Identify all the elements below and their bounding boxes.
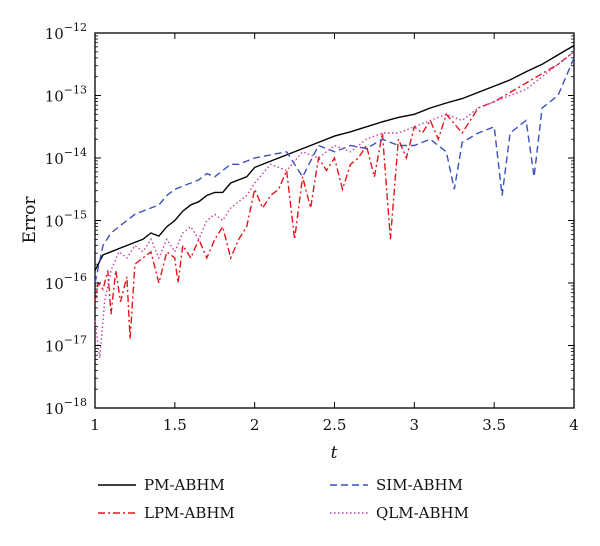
y-tick-label: 10−12 <box>45 21 87 43</box>
y-tick-exponent: −17 <box>64 334 87 347</box>
y-tick-exponent: −14 <box>64 146 87 159</box>
y-tick-label: 10−17 <box>45 334 87 356</box>
y-tick-exponent: −13 <box>64 84 87 97</box>
y-tick-label: 10−16 <box>45 271 87 293</box>
y-tick-label: 10−13 <box>45 84 87 106</box>
y-tick-label: 10−15 <box>45 209 87 231</box>
legend-label-qlm-abhm: QLM-ABHM <box>376 504 469 522</box>
y-tick-base: 10 <box>45 150 64 168</box>
y-tick-base: 10 <box>45 25 64 43</box>
x-axis-ticks: 1 1.5 2 2.5 3 3.5 4 <box>90 33 579 434</box>
series-line-sim-abhm <box>94 57 575 284</box>
y-tick-base: 10 <box>45 88 64 106</box>
x-tick-label: 1 <box>90 416 100 434</box>
series-line-lpm-abhm <box>94 51 575 340</box>
series-layer <box>94 44 575 359</box>
plot-frame <box>94 32 575 409</box>
y-tick-exponent: −15 <box>64 209 87 222</box>
x-tick-label: 4 <box>569 416 579 434</box>
x-tick-label: 3.5 <box>482 416 506 434</box>
y-axis-label: Error <box>20 196 40 244</box>
y-tick-base: 10 <box>45 400 64 418</box>
y-tick-exponent: −12 <box>64 21 87 34</box>
series-line-qlm-abhm <box>94 51 575 359</box>
x-axis-label: t <box>331 443 338 463</box>
y-tick-base: 10 <box>45 275 64 293</box>
y-tick-label: 10−14 <box>45 146 87 168</box>
x-tick-label: 2 <box>250 416 260 434</box>
y-tick-base: 10 <box>45 213 64 231</box>
x-tick-label: 3 <box>410 416 420 434</box>
legend-label-sim-abhm: SIM-ABHM <box>376 476 463 494</box>
y-tick-exponent: −18 <box>64 396 87 409</box>
y-tick-label: 10−18 <box>45 396 87 418</box>
y-tick-exponent: −16 <box>64 271 87 284</box>
legend-label-lpm-abhm: LPM-ABHM <box>144 504 235 522</box>
series-line-pm-abhm <box>94 44 575 271</box>
x-tick-label: 2.5 <box>323 416 347 434</box>
legend-label-pm-abhm: PM-ABHM <box>144 476 225 494</box>
y-tick-base: 10 <box>45 338 64 356</box>
x-tick-label: 1.5 <box>163 416 187 434</box>
legend: PM-ABHM SIM-ABHM LPM-ABHM QLM-ABHM <box>98 476 469 522</box>
